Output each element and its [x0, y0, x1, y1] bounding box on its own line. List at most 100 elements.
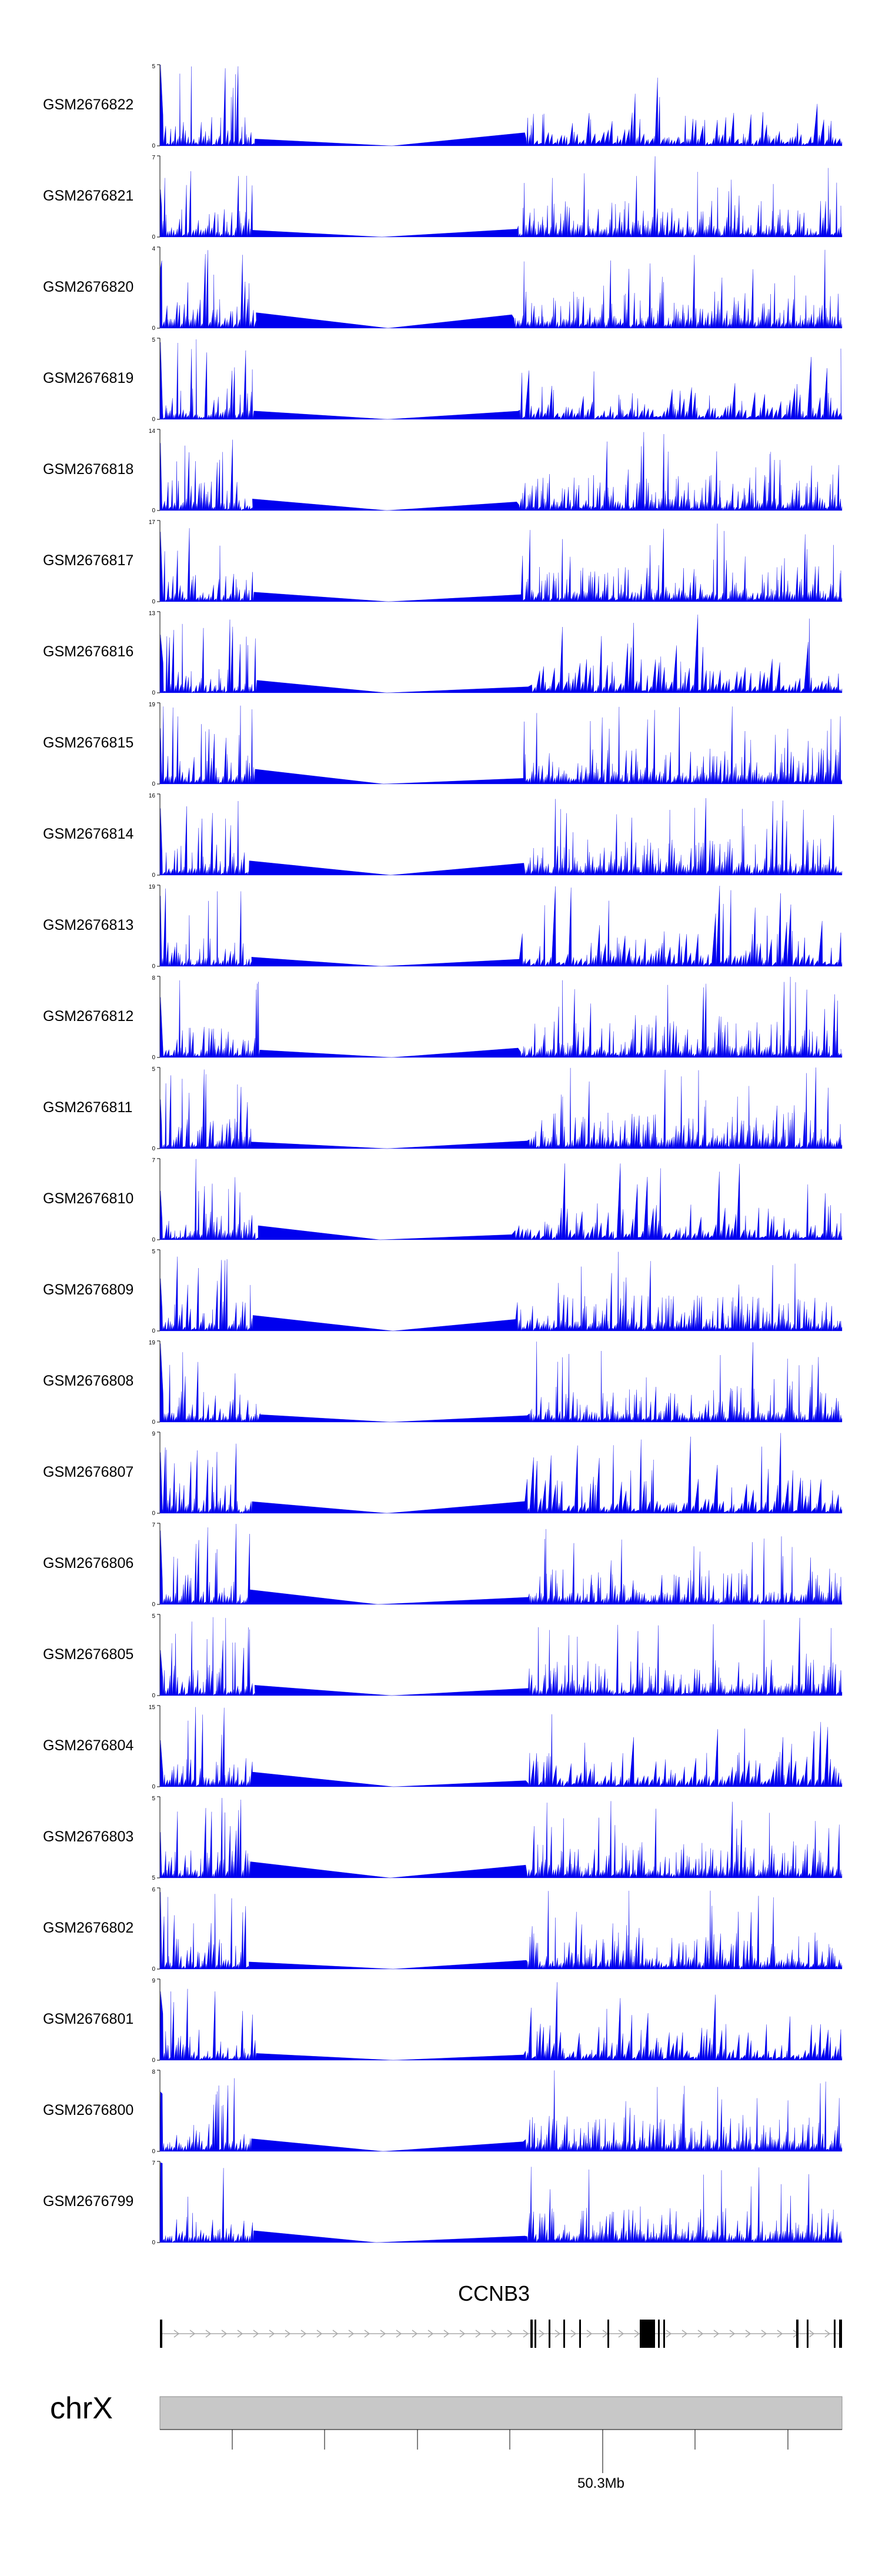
intron-chevron [824, 2330, 831, 2338]
y-min-label: 0 [152, 1055, 155, 1061]
track-GSM2676806: GSM2676806 7 0 [43, 1522, 843, 1608]
intron-chevron [523, 2330, 529, 2338]
track-GSM2676822: GSM2676822 5 0 [43, 64, 843, 149]
track-name-label: GSM2676802 [43, 1920, 133, 1936]
intron-chevron [491, 2330, 497, 2338]
intron-chevron [285, 2330, 291, 2338]
exon [579, 2320, 581, 2348]
y-min-label: 0 [152, 234, 155, 241]
y-min-label: 0 [152, 1693, 155, 1699]
gene-name-label: CCNB3 [458, 2281, 530, 2305]
intron-chevron [507, 2330, 513, 2338]
y-min-label: 0 [152, 872, 155, 879]
y-max-label: 5 [152, 1796, 155, 1802]
intron-chevron [380, 2330, 386, 2338]
y-min-label: 0 [152, 963, 155, 970]
track-name-label: GSM2676816 [43, 643, 133, 660]
coverage-area [159, 976, 843, 1058]
y-max-label: 5 [152, 1613, 155, 1620]
y-min-label: 0 [152, 1510, 155, 1517]
coverage-area [159, 1252, 843, 1332]
y-min-label: 0 [152, 1419, 155, 1426]
intron-chevron [269, 2330, 275, 2338]
y-max-label: 5 [152, 1066, 155, 1073]
coverage-area [159, 432, 843, 511]
y-max-label: 7 [152, 2160, 155, 2167]
intron-chevron [697, 2330, 704, 2338]
coverage-area [159, 614, 843, 693]
y-min-label: 0 [152, 690, 155, 696]
exon [839, 2320, 842, 2348]
track-GSM2676816: GSM2676816 13 0 [43, 610, 843, 696]
track-name-label: GSM2676808 [43, 1373, 133, 1389]
y-max-label: 19 [149, 702, 156, 708]
chromosome-label: chrX [50, 2391, 113, 2425]
track-name-label: GSM2676801 [43, 2011, 133, 2027]
y-max-label: 5 [152, 64, 155, 70]
intron-chevron [745, 2330, 751, 2338]
coverage-area [159, 2070, 843, 2152]
intron-chevron [539, 2330, 545, 2338]
exon [807, 2320, 808, 2348]
intron-chevron [618, 2330, 624, 2338]
track-name-label: GSM2676799 [43, 2193, 133, 2210]
coverage-area [159, 1067, 843, 1149]
coverage-area [159, 798, 843, 876]
gene-model-ccnb3: CCNB3 [160, 2281, 842, 2348]
track-GSM2676807: GSM2676807 9 0 [43, 1431, 843, 1517]
track-name-label: GSM2676807 [43, 1464, 133, 1480]
coverage-area [159, 1890, 843, 1970]
intron-chevron [729, 2330, 736, 2338]
exon [663, 2320, 665, 2348]
coverage-area [159, 339, 843, 420]
intron-chevron [316, 2330, 323, 2338]
intron-chevron [777, 2330, 783, 2338]
y-min-label: 5 [152, 1875, 155, 1881]
y-max-label: 5 [152, 1249, 155, 1255]
exon [640, 2320, 655, 2348]
track-GSM2676814: GSM2676814 16 0 [43, 793, 843, 879]
intron-chevron [475, 2330, 482, 2338]
intron-chevron [570, 2330, 577, 2338]
y-max-label: 13 [149, 610, 156, 617]
coverage-area [159, 1617, 843, 1696]
track-GSM2676820: GSM2676820 4 0 [43, 246, 843, 332]
exon [658, 2320, 660, 2348]
intron-chevron [554, 2330, 561, 2338]
coverage-area [159, 1707, 843, 1787]
coverage-tracks: GSM267682250GSM267682170GSM267682040GSM2… [43, 64, 843, 2246]
y-min-label: 0 [152, 2240, 155, 2246]
track-GSM2676805: GSM2676805 5 0 [43, 1613, 843, 1699]
track-name-label: GSM2676809 [43, 1282, 133, 1298]
y-max-label: 15 [149, 1704, 156, 1711]
coverage-area [159, 1159, 843, 1240]
track-name-label: GSM2676805 [43, 1646, 133, 1663]
intron-chevron [713, 2330, 720, 2338]
genome-coordinate-axis: 50.3Mb [160, 2429, 842, 2491]
track-name-label: GSM2676804 [43, 1737, 133, 1754]
coverage-area [159, 1342, 843, 1423]
y-min-label: 0 [152, 2148, 155, 2155]
y-max-label: 19 [149, 1340, 156, 1346]
intron-chevron [681, 2330, 688, 2338]
track-name-label: GSM2676812 [43, 1008, 133, 1025]
track-name-label: GSM2676815 [43, 735, 133, 751]
intron-chevron [443, 2330, 450, 2338]
y-max-label: 6 [152, 1887, 155, 1893]
y-max-label: 5 [152, 337, 155, 343]
track-name-label: GSM2676814 [43, 826, 133, 842]
chromosome-band-bar [159, 2396, 843, 2430]
y-min-label: 0 [152, 599, 155, 605]
y-min-label: 0 [152, 1328, 155, 1334]
y-max-label: 17 [149, 519, 156, 526]
y-max-label: 14 [149, 428, 156, 435]
track-name-label: GSM2676810 [43, 1190, 133, 1207]
y-max-label: 8 [152, 2069, 155, 2076]
intron-chevron [396, 2330, 402, 2338]
track-GSM2676808: GSM2676808 19 0 [43, 1340, 843, 1426]
y-max-label: 4 [152, 246, 155, 252]
y-max-label: 7 [152, 1522, 155, 1529]
coverage-area [159, 156, 843, 238]
coverage-area [159, 1982, 843, 2061]
